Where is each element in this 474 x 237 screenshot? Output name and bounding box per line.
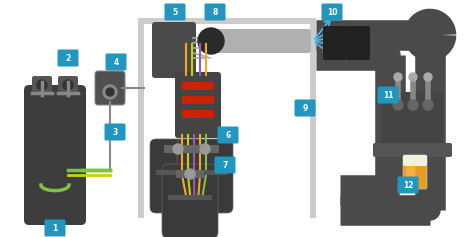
Bar — [182, 96, 214, 104]
Circle shape — [380, 45, 400, 65]
FancyBboxPatch shape — [403, 155, 427, 189]
Text: 4: 4 — [113, 58, 118, 67]
FancyBboxPatch shape — [321, 4, 343, 20]
Circle shape — [408, 100, 418, 110]
Bar — [183, 170, 227, 175]
FancyBboxPatch shape — [150, 139, 206, 213]
FancyBboxPatch shape — [205, 29, 311, 53]
Bar — [310, 18, 316, 218]
FancyBboxPatch shape — [24, 85, 60, 225]
Circle shape — [200, 144, 210, 154]
Bar — [138, 18, 316, 24]
FancyBboxPatch shape — [58, 76, 78, 94]
FancyBboxPatch shape — [45, 219, 65, 237]
Circle shape — [423, 100, 433, 110]
FancyBboxPatch shape — [373, 143, 452, 157]
FancyBboxPatch shape — [218, 127, 238, 143]
Circle shape — [393, 100, 403, 110]
Text: 6: 6 — [225, 131, 231, 140]
Bar — [138, 18, 144, 218]
Circle shape — [185, 169, 195, 179]
Text: 2: 2 — [65, 54, 71, 63]
FancyBboxPatch shape — [32, 76, 52, 94]
Circle shape — [198, 28, 224, 54]
Circle shape — [173, 144, 183, 154]
Circle shape — [380, 180, 400, 200]
FancyBboxPatch shape — [164, 4, 185, 20]
FancyBboxPatch shape — [215, 156, 236, 173]
FancyBboxPatch shape — [104, 123, 126, 141]
FancyBboxPatch shape — [204, 4, 226, 20]
Bar — [176, 170, 204, 178]
Text: 11: 11 — [383, 91, 393, 100]
Circle shape — [37, 80, 47, 90]
Circle shape — [63, 80, 73, 90]
FancyBboxPatch shape — [398, 177, 419, 193]
Text: 12: 12 — [403, 181, 413, 190]
FancyBboxPatch shape — [50, 85, 86, 225]
Circle shape — [394, 73, 402, 81]
FancyBboxPatch shape — [377, 87, 399, 104]
Text: 10: 10 — [327, 8, 337, 17]
FancyBboxPatch shape — [403, 155, 427, 166]
FancyBboxPatch shape — [294, 100, 316, 117]
Bar — [182, 82, 214, 90]
Bar — [164, 145, 192, 153]
Circle shape — [424, 73, 432, 81]
FancyBboxPatch shape — [106, 54, 127, 70]
Text: 8: 8 — [212, 8, 218, 17]
FancyBboxPatch shape — [346, 26, 370, 60]
FancyBboxPatch shape — [177, 139, 233, 213]
Circle shape — [106, 88, 114, 96]
Text: 7: 7 — [222, 161, 228, 170]
Circle shape — [409, 73, 417, 81]
Circle shape — [420, 25, 440, 45]
Text: 5: 5 — [173, 8, 178, 17]
Bar — [156, 170, 200, 175]
FancyBboxPatch shape — [57, 50, 79, 67]
Text: 1: 1 — [52, 224, 58, 233]
FancyBboxPatch shape — [382, 92, 443, 153]
FancyBboxPatch shape — [152, 22, 196, 78]
Text: 9: 9 — [302, 104, 308, 113]
Bar — [168, 195, 212, 200]
FancyBboxPatch shape — [323, 26, 347, 60]
Bar — [182, 110, 214, 118]
Circle shape — [420, 200, 440, 220]
FancyBboxPatch shape — [162, 164, 218, 237]
Bar — [191, 145, 219, 153]
Circle shape — [103, 85, 117, 99]
FancyBboxPatch shape — [175, 72, 221, 138]
Text: 3: 3 — [112, 128, 118, 137]
FancyBboxPatch shape — [95, 71, 125, 105]
